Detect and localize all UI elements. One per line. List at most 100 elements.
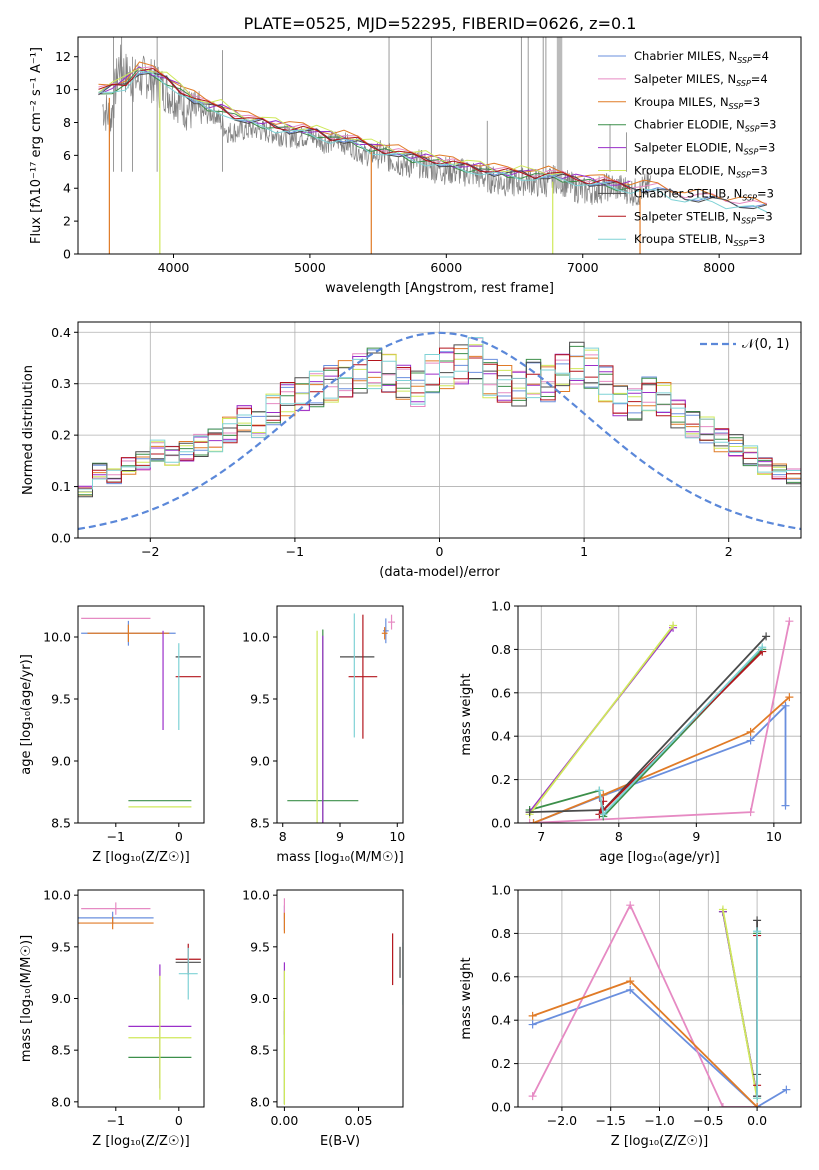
weight-marker-2 bbox=[746, 808, 755, 817]
x-tick-label: 2 bbox=[725, 544, 733, 559]
weight-marker-9 bbox=[758, 643, 767, 652]
weight-marker-1 bbox=[781, 701, 790, 710]
legend-label-3: Kroupa MILES, NSSP=3 bbox=[634, 95, 760, 111]
weight-marker-9 bbox=[595, 786, 604, 795]
panel-weight-vs-Z: −2.0 −1.5 −1.0 −0.5 0.0 0.0 0.2 0.4 0.6 0.8 1.0 Z [… bbox=[459, 883, 802, 1149]
x-axis-label: age [log₁₀(age/yr)] bbox=[599, 850, 720, 865]
weight-line-3 bbox=[532, 980, 758, 1107]
panel-weight-vs-age: 7 8 9 10 0.0 0.2 0.4 0.6 0.8 1.0 age [log₁₀(age/yr… bbox=[459, 599, 802, 865]
weight-marker-3 bbox=[785, 693, 794, 702]
axes-frame bbox=[77, 605, 205, 824]
panel-mass-vs-Z: −1 0 8.0 8.5 9.0 9.5 10.0 Z [log₁₀(Z/Z☉)] mass [… bbox=[19, 888, 205, 1149]
figure-title: PLATE=0525, MJD=52295, FIBERID=0626, z=0… bbox=[244, 14, 637, 33]
legend-label-sub: SSP bbox=[734, 239, 749, 248]
error-point-3 bbox=[381, 627, 388, 640]
panel-age-vs-Z: −1 0 8.5 9.0 9.5 10.0 Z [log₁₀(Z/Z☉)] age [log₁… bbox=[19, 605, 205, 865]
x-axis-label: E(B-V) bbox=[320, 1134, 360, 1149]
error-point-6 bbox=[128, 975, 192, 1100]
weight-marker-9 bbox=[599, 810, 608, 819]
axes-frame bbox=[517, 605, 802, 824]
legend-label-sub: SSP bbox=[741, 216, 756, 225]
y-axis-label: Flux [fλ10⁻¹⁷ erg cm⁻² s⁻¹ A⁻¹] bbox=[29, 47, 44, 244]
y-tick-label: 10.0 bbox=[242, 888, 270, 903]
legend-label-sub: SSP bbox=[737, 56, 752, 65]
weight-marker-7 bbox=[753, 916, 762, 925]
weight-line-2 bbox=[531, 903, 758, 1107]
panel-mass-vs-EBV: 0.00 0.05 8.0 8.5 9.0 9.5 10.0 E(B-V) bbox=[242, 888, 404, 1149]
legend-label-suffix: =3 bbox=[748, 232, 765, 246]
legend-label-1: Chabrier MILES, NSSP=4 bbox=[634, 49, 769, 65]
y-tick-label: 6 bbox=[63, 148, 71, 163]
histogram-series-9 bbox=[78, 337, 801, 490]
y-tick-label: 0.0 bbox=[491, 1100, 511, 1115]
legend-label-main: Kroupa MILES, N bbox=[634, 95, 729, 109]
y-tick-label: 12 bbox=[55, 49, 71, 64]
weight-line-4 bbox=[529, 648, 763, 819]
error-point-8 bbox=[348, 614, 378, 739]
weight-marker-1 bbox=[782, 1085, 791, 1094]
weight-marker-3 bbox=[528, 1011, 537, 1020]
weight-marker-9 bbox=[753, 1094, 762, 1103]
plot-area bbox=[81, 617, 201, 808]
weight-marker-6 bbox=[669, 621, 678, 630]
plot-area bbox=[287, 613, 395, 823]
y-tick-label: 9.0 bbox=[250, 991, 270, 1006]
y-tick-label: 9.0 bbox=[250, 754, 270, 769]
y-tick-label: 0.3 bbox=[51, 376, 71, 391]
x-tick-label: 0 bbox=[175, 1113, 183, 1128]
legend-label-suffix: =3 bbox=[756, 209, 773, 223]
weight-line-2 bbox=[529, 621, 791, 823]
x-tick-label: −1 bbox=[286, 544, 304, 559]
x-tick-label: 0.00 bbox=[270, 1113, 298, 1128]
weight-line-3 bbox=[533, 696, 791, 823]
weight-marker-7 bbox=[762, 632, 771, 641]
x-tick-label: 0 bbox=[175, 829, 183, 844]
legend-label-suffix: =3 bbox=[757, 186, 774, 200]
legend-label-suffix: =3 bbox=[760, 118, 777, 132]
y-tick-label: 2 bbox=[63, 214, 71, 229]
weight-marker-3 bbox=[753, 1103, 762, 1107]
x-tick-label: 7000 bbox=[567, 260, 599, 275]
legend-label-sub: SSP bbox=[742, 193, 757, 202]
legend-label-suffix: =3 bbox=[758, 141, 775, 155]
histogram-legend: 𝒩(0, 1) bbox=[700, 337, 789, 352]
legend-label-sub: SSP bbox=[744, 148, 759, 157]
y-tick-label: 0.1 bbox=[51, 479, 71, 494]
legend-label-main: Chabrier ELODIE, N bbox=[634, 118, 745, 132]
y-tick-label: 8.5 bbox=[250, 816, 270, 831]
weight-marker-3 bbox=[746, 727, 755, 736]
legend-label-sub: SSP bbox=[745, 125, 760, 134]
y-tick-label: 8.5 bbox=[51, 1043, 71, 1058]
x-tick-label: 1 bbox=[580, 544, 588, 559]
y-axis-label: mass weight bbox=[459, 957, 474, 1039]
weight-line-7 bbox=[529, 635, 767, 813]
legend-label-9: Kroupa STELIB, NSSP=3 bbox=[634, 232, 765, 248]
y-tick-label: 9.5 bbox=[51, 939, 71, 954]
weight-marker-6 bbox=[718, 905, 727, 914]
plot-area bbox=[518, 890, 801, 1107]
plot-area bbox=[98, 37, 768, 254]
y-tick-label: 0.4 bbox=[491, 729, 511, 744]
y-tick-label: 9.5 bbox=[250, 939, 270, 954]
x-tick-label: 4000 bbox=[158, 260, 190, 275]
weight-marker-1 bbox=[528, 1020, 537, 1029]
x-tick-label: 0.0 bbox=[747, 1113, 767, 1128]
x-axis-label: Z [log₁₀(Z/Z☉)] bbox=[92, 850, 189, 865]
legend-label-main: Kroupa ELODIE, N bbox=[634, 164, 736, 178]
panel-spectrum: 4000 5000 6000 7000 8000 0 2 4 6 8 10 12 wavelength … bbox=[29, 36, 802, 296]
x-tick-label: 6000 bbox=[430, 260, 462, 275]
plot-area bbox=[78, 902, 201, 1100]
y-tick-label: 9.0 bbox=[51, 991, 71, 1006]
y-tick-label: 8.0 bbox=[51, 1094, 71, 1109]
x-axis-label: Z [log₁₀(Z/Z☉)] bbox=[611, 1134, 708, 1149]
legend-label-suffix: =3 bbox=[751, 164, 768, 178]
y-tick-label: 9.5 bbox=[51, 692, 71, 707]
y-tick-label: 9.0 bbox=[51, 754, 71, 769]
model-line-8 bbox=[98, 67, 631, 190]
x-tick-label: 8 bbox=[279, 829, 287, 844]
weight-marker-3 bbox=[529, 819, 538, 823]
legend-label-4: Chabrier ELODIE, NSSP=3 bbox=[634, 118, 776, 134]
axes-frame bbox=[77, 36, 802, 255]
weight-marker-2 bbox=[785, 617, 794, 626]
